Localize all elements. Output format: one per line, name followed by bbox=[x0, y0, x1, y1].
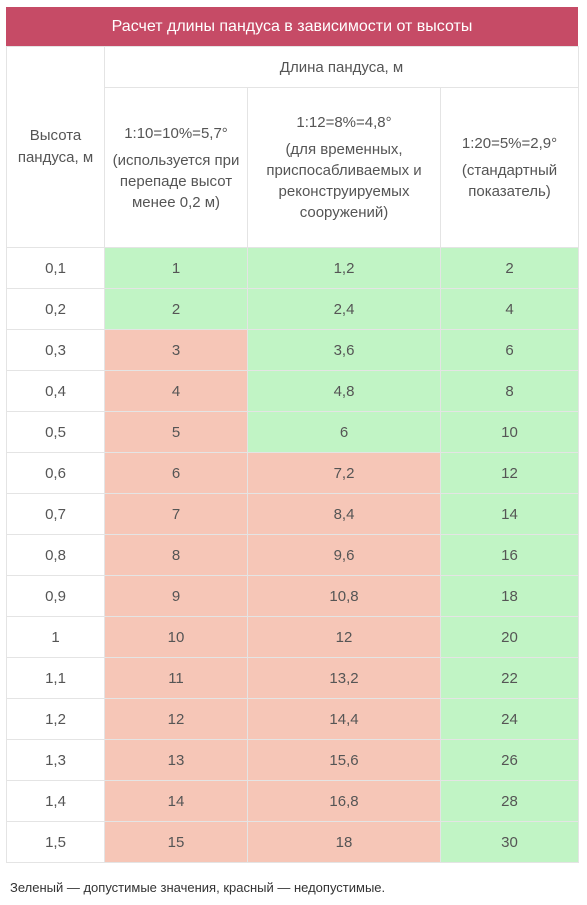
table-row: 0,1 1 1,2 2 bbox=[6, 247, 579, 289]
height-cell: 1,3 bbox=[6, 739, 105, 781]
col1-slope: 1:10=10%=5,7° bbox=[124, 124, 228, 142]
length-1-10-cell: 15 bbox=[104, 821, 248, 863]
length-1-12-cell: 7,2 bbox=[247, 452, 441, 494]
length-1-20-cell: 26 bbox=[440, 739, 579, 781]
table-row: 1,2 12 14,4 24 bbox=[6, 698, 579, 740]
length-1-20-cell: 10 bbox=[440, 411, 579, 453]
length-1-20-cell: 20 bbox=[440, 616, 579, 658]
length-1-12-cell: 6 bbox=[247, 411, 441, 453]
table-row: 0,7 7 8,4 14 bbox=[6, 493, 579, 535]
length-1-12-cell: 12 bbox=[247, 616, 441, 658]
length-1-10-cell: 13 bbox=[104, 739, 248, 781]
table-row: 0,8 8 9,6 16 bbox=[6, 534, 579, 576]
length-1-10-cell: 8 bbox=[104, 534, 248, 576]
length-1-10-cell: 6 bbox=[104, 452, 248, 494]
height-cell: 1,1 bbox=[6, 657, 105, 699]
length-1-10-cell: 12 bbox=[104, 698, 248, 740]
table-row: 1,5 15 18 30 bbox=[6, 821, 579, 863]
length-1-20-cell: 12 bbox=[440, 452, 579, 494]
height-cell: 1,2 bbox=[6, 698, 105, 740]
length-1-12-cell: 14,4 bbox=[247, 698, 441, 740]
table-row: 1,3 13 15,6 26 bbox=[6, 739, 579, 781]
height-header-label: Высота пандуса, м bbox=[17, 127, 94, 166]
height-cell: 0,8 bbox=[6, 534, 105, 576]
length-1-10-cell: 4 bbox=[104, 370, 248, 412]
length-1-20-cell: 16 bbox=[440, 534, 579, 576]
length-1-20-cell: 14 bbox=[440, 493, 579, 535]
length-1-20-cell: 18 bbox=[440, 575, 579, 617]
header-row-1: Высота пандуса, м Длина пандуса, м bbox=[6, 46, 579, 248]
length-1-20-cell: 8 bbox=[440, 370, 579, 412]
length-1-10-cell: 11 bbox=[104, 657, 248, 699]
col3-slope: 1:20=5%=2,9° bbox=[461, 135, 558, 152]
length-1-12-cell: 3,6 bbox=[247, 329, 441, 371]
height-cell: 0,3 bbox=[6, 329, 105, 371]
height-cell: 0,9 bbox=[6, 575, 105, 617]
length-1-10-cell: 5 bbox=[104, 411, 248, 453]
length-1-10-cell: 9 bbox=[104, 575, 248, 617]
col3-note: (стандартный показатель) bbox=[461, 162, 558, 200]
table-row: 1 10 12 20 bbox=[6, 616, 579, 658]
height-cell: 0,4 bbox=[6, 370, 105, 412]
length-1-10-cell: 2 bbox=[104, 288, 248, 330]
length-1-12-cell: 8,4 bbox=[247, 493, 441, 535]
height-cell: 0,1 bbox=[6, 247, 105, 289]
length-1-20-cell: 4 bbox=[440, 288, 579, 330]
ramp-length-table: Высота пандуса, м Длина пандуса, м 1:10=… bbox=[6, 46, 579, 863]
length-1-10-cell: 10 bbox=[104, 616, 248, 658]
length-1-20-cell: 30 bbox=[440, 821, 579, 863]
height-header: Высота пандуса, м bbox=[6, 46, 105, 248]
col1-note: (используется при перепаде высот менее 0… bbox=[112, 151, 240, 211]
length-1-12-cell: 13,2 bbox=[247, 657, 441, 699]
length-1-12-cell: 10,8 bbox=[247, 575, 441, 617]
length-1-10-cell: 7 bbox=[104, 493, 248, 535]
table-row: 1,1 11 13,2 22 bbox=[6, 657, 579, 699]
length-1-10-cell: 3 bbox=[104, 329, 248, 371]
length-1-20-cell: 6 bbox=[440, 329, 579, 371]
length-group-header: Длина пандуса, м bbox=[104, 46, 579, 88]
table-row: 0,9 9 10,8 18 bbox=[6, 575, 579, 617]
header-row-2: 1:10=10%=5,7° (используется при перепаде… bbox=[7, 87, 579, 248]
length-1-12-cell: 18 bbox=[247, 821, 441, 863]
length-1-12-cell: 9,6 bbox=[247, 534, 441, 576]
length-1-12-cell: 1,2 bbox=[247, 247, 441, 289]
height-cell: 0,7 bbox=[6, 493, 105, 535]
table-row: 0,3 3 3,6 6 bbox=[6, 329, 579, 371]
height-cell: 1 bbox=[6, 616, 105, 658]
table-title: Расчет длины пандуса в зависимости от вы… bbox=[6, 7, 578, 46]
height-cell: 0,5 bbox=[6, 411, 105, 453]
col2-note: (для временных, приспосабливаемых и реко… bbox=[266, 141, 422, 221]
table-row: 1,4 14 16,8 28 bbox=[6, 780, 579, 822]
table-row: 0,5 5 6 10 bbox=[6, 411, 579, 453]
length-1-12-cell: 4,8 bbox=[247, 370, 441, 412]
length-1-20-cell: 24 bbox=[440, 698, 579, 740]
length-1-10-cell: 14 bbox=[104, 780, 248, 822]
length-1-12-cell: 15,6 bbox=[247, 739, 441, 781]
length-1-12-cell: 2,4 bbox=[247, 288, 441, 330]
length-1-20-cell: 2 bbox=[440, 247, 579, 289]
table-row: 0,2 2 2,4 4 bbox=[6, 288, 579, 330]
col3-header: 1:20=5%=2,9° (стандартный показатель) bbox=[440, 87, 579, 248]
length-1-12-cell: 16,8 bbox=[247, 780, 441, 822]
height-cell: 1,5 bbox=[6, 821, 105, 863]
height-cell: 0,6 bbox=[6, 452, 105, 494]
col1-header: 1:10=10%=5,7° (используется при перепаде… bbox=[104, 87, 248, 248]
height-cell: 0,2 bbox=[6, 288, 105, 330]
length-1-10-cell: 1 bbox=[104, 247, 248, 289]
col2-header: 1:12=8%=4,8° (для временных, приспосабли… bbox=[247, 87, 441, 248]
table-row: 0,6 6 7,2 12 bbox=[6, 452, 579, 494]
length-1-20-cell: 28 bbox=[440, 780, 579, 822]
height-cell: 1,4 bbox=[6, 780, 105, 822]
table-row: 0,4 4 4,8 8 bbox=[6, 370, 579, 412]
col2-slope: 1:12=8%=4,8° bbox=[296, 114, 392, 131]
legend-note: Зеленый — допустимые значения, красный —… bbox=[10, 880, 386, 895]
length-1-20-cell: 22 bbox=[440, 657, 579, 699]
